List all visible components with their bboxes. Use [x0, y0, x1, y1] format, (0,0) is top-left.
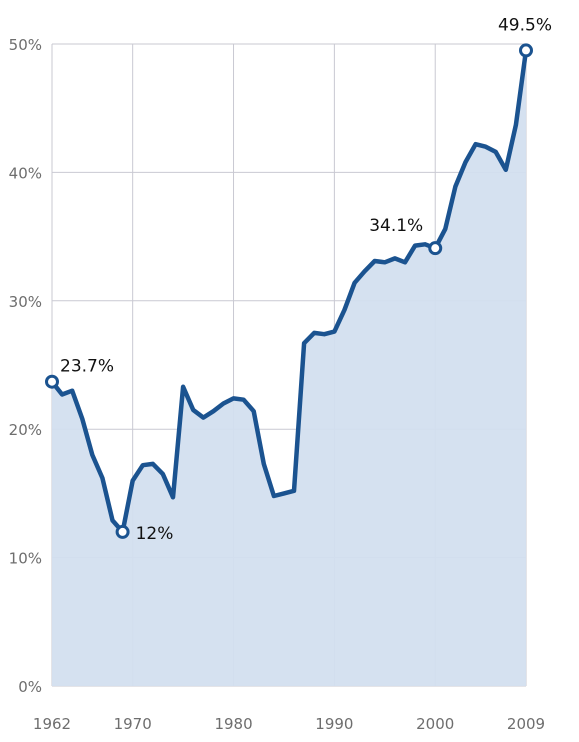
x-tick-label: 2009	[507, 715, 545, 733]
x-tick-label: 2000	[416, 715, 454, 733]
x-tick-label: 1990	[315, 715, 353, 733]
annotation-marker	[428, 241, 443, 256]
y-tick-label: 50%	[9, 36, 42, 54]
y-tick-label: 10%	[9, 550, 42, 568]
data-label: 23.7%	[60, 357, 114, 377]
y-tick-label: 0%	[18, 678, 42, 696]
y-tick-labels: 0% 10% 20% 30% 40% 50%	[9, 36, 42, 696]
y-tick-label: 30%	[9, 293, 42, 311]
data-label: 12%	[136, 524, 174, 544]
data-label: 34.1%	[369, 216, 423, 236]
data-labels: 23.7% 12% 34.1% 49.5%	[60, 15, 552, 544]
data-label: 49.5%	[498, 15, 552, 35]
x-tick-label: 1980	[214, 715, 252, 733]
x-tick-labels: 1962 1970 1980 1990 2000 2009	[33, 715, 545, 733]
y-tick-label: 20%	[9, 421, 42, 439]
series-line	[49, 48, 529, 535]
x-tick-label: 1970	[114, 715, 152, 733]
area-fill	[52, 50, 526, 686]
x-tick-label: 1962	[33, 715, 71, 733]
annotation-markers	[45, 43, 533, 539]
y-tick-label: 40%	[9, 164, 42, 182]
annotation-marker	[519, 43, 533, 58]
annotation-marker	[45, 374, 59, 389]
annotation-marker	[115, 524, 130, 539]
